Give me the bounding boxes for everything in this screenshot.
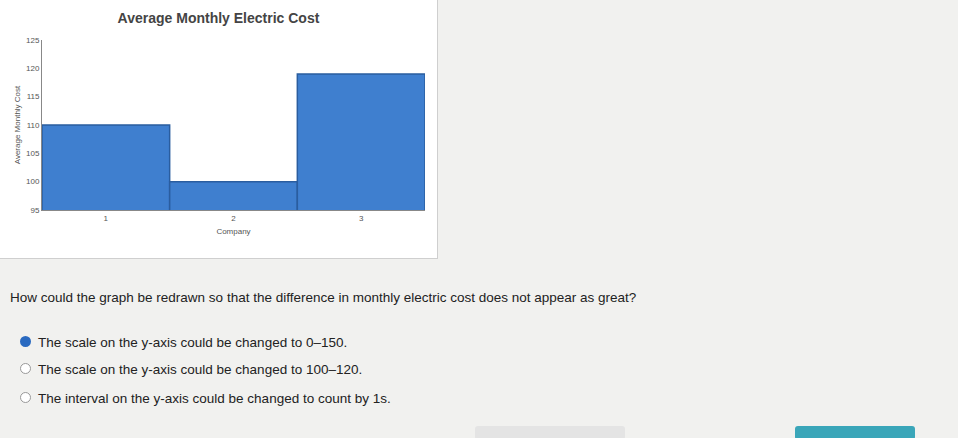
svg-text:115: 115 [27, 92, 40, 101]
html-text:How could the graph be redrawn: How could the graph be redrawn so that t… [10, 290, 637, 305]
svg-text:Average Monthly Cost: Average Monthly Cost [13, 85, 22, 164]
svg-text:125: 125 [26, 36, 40, 45]
svg-text:105: 105 [26, 149, 40, 158]
svg-text:2: 2 [231, 214, 236, 223]
svg-text:3: 3 [359, 214, 364, 223]
html-text:The scale on the y-axis could: The scale on the y-axis could be changed… [38, 362, 363, 377]
svg-text:Company: Company [216, 227, 250, 236]
svg-text:Average Monthly Electric Cost: Average Monthly Electric Cost [118, 10, 320, 26]
svg-text:95: 95 [30, 206, 39, 215]
svg-text:120: 120 [26, 64, 40, 73]
svg-text:100: 100 [26, 177, 40, 186]
svg-text:110: 110 [27, 121, 40, 130]
html-text:The scale on the y-axis could: The scale on the y-axis could be changed… [38, 335, 348, 350]
svg-text:1: 1 [104, 214, 109, 223]
html-text:The interval on the y-axis cou: The interval on the y-axis could be chan… [38, 391, 391, 406]
